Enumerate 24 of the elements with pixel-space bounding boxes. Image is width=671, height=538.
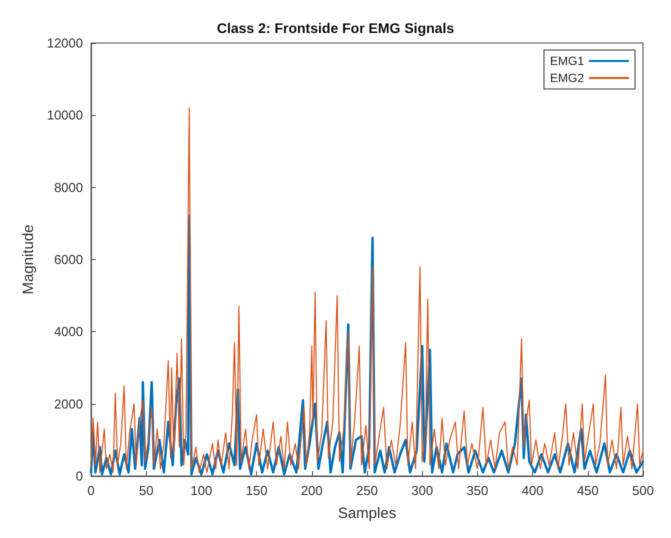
y-tick-label: 12000: [46, 36, 83, 50]
x-tick-label: 200: [300, 483, 323, 498]
line-series: [90, 107, 644, 473]
x-tick-label: 250: [356, 483, 378, 498]
chart-title: Class 2: Frontside For EMG Signals: [216, 20, 454, 36]
legend-label: EMG2: [550, 71, 584, 85]
x-tick-label: 300: [411, 483, 434, 498]
x-tick-label: 100: [190, 483, 212, 498]
y-tick-label: 0: [76, 468, 83, 484]
x-tick-label: 50: [138, 483, 154, 498]
x-tick-label: 150: [246, 483, 268, 498]
x-tick-label: 400: [522, 483, 544, 498]
y-axis-title: Magnitude: [20, 224, 37, 295]
y-tick-label: 4000: [54, 324, 83, 340]
legend-label: EMG1: [550, 54, 584, 68]
x-axis-title: Samples: [338, 505, 396, 522]
x-tick-label: 450: [576, 483, 599, 498]
y-tick-label: 2000: [54, 396, 83, 412]
x-tick-label: 0: [87, 483, 95, 498]
y-tick-label: 8000: [54, 180, 83, 195]
x-tick-label: 350: [466, 483, 488, 498]
y-tick-label: 10000: [46, 108, 83, 123]
y-tick-label: 6000: [54, 252, 83, 267]
x-tick-label: 500: [632, 483, 654, 498]
